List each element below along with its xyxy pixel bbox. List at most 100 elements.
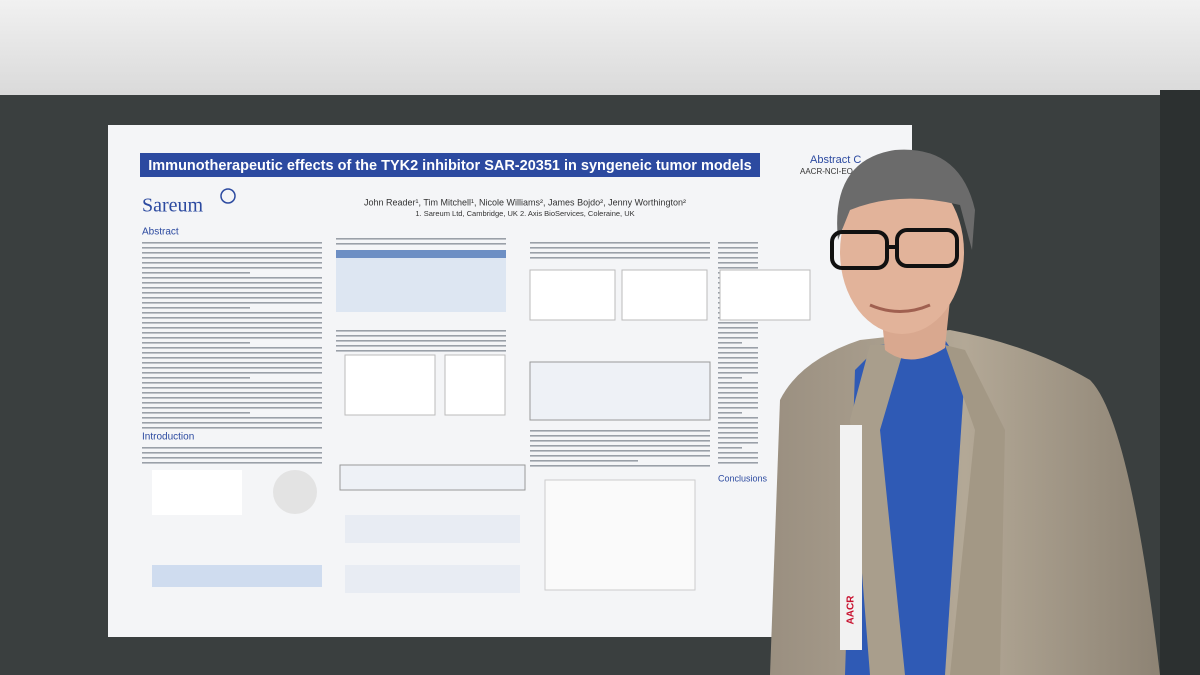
text-line bbox=[142, 322, 322, 324]
text-line bbox=[718, 412, 742, 414]
text-line bbox=[142, 312, 322, 314]
text-line bbox=[718, 257, 758, 259]
logo: Sareum bbox=[142, 195, 204, 217]
table-header bbox=[336, 250, 506, 258]
text-line bbox=[142, 452, 322, 454]
table bbox=[339, 464, 526, 491]
text-line bbox=[142, 242, 322, 244]
glasses bbox=[830, 230, 889, 270]
text-line bbox=[530, 450, 710, 452]
text-line bbox=[718, 252, 758, 254]
text-line bbox=[718, 407, 758, 409]
text-line bbox=[142, 297, 322, 299]
figures bbox=[152, 250, 811, 593]
text-line bbox=[718, 247, 758, 249]
text-line bbox=[142, 367, 322, 369]
affiliations: 1. Sareum Ltd, Cambridge, UK 2. Axis Bio… bbox=[415, 209, 634, 218]
wall bbox=[0, 0, 1200, 98]
text-line bbox=[530, 252, 710, 254]
text-line bbox=[142, 262, 322, 264]
text-line bbox=[718, 442, 758, 444]
figure bbox=[273, 470, 317, 514]
lanyard bbox=[840, 425, 862, 650]
text-line bbox=[336, 345, 506, 347]
corner-subtitle: AACR-NCI-EO bbox=[800, 167, 853, 176]
text-line bbox=[718, 322, 758, 324]
text-line bbox=[718, 262, 758, 264]
bar-charts bbox=[345, 565, 520, 593]
structure bbox=[152, 470, 242, 515]
text-line bbox=[718, 337, 758, 339]
text-line bbox=[718, 427, 758, 429]
text-line bbox=[718, 417, 758, 419]
text-line bbox=[718, 422, 758, 424]
text-line bbox=[336, 335, 506, 337]
text-line bbox=[336, 350, 506, 352]
text-line bbox=[718, 382, 758, 384]
text-line bbox=[142, 327, 322, 329]
text-line bbox=[718, 372, 758, 374]
text-line bbox=[142, 287, 322, 289]
plot bbox=[719, 269, 811, 321]
text-line bbox=[142, 382, 322, 384]
text-line bbox=[142, 347, 322, 349]
text-line bbox=[142, 247, 322, 249]
text-line bbox=[530, 440, 710, 442]
lanyard-text: AACR bbox=[846, 595, 857, 625]
text-line bbox=[718, 457, 758, 459]
text-line bbox=[718, 387, 758, 389]
bar-charts bbox=[345, 515, 520, 543]
plot bbox=[444, 354, 506, 416]
text-line bbox=[336, 330, 506, 332]
text-line bbox=[718, 447, 742, 449]
poster-title: Immunotherapeutic effects of the TYK2 in… bbox=[148, 158, 751, 174]
text-line bbox=[718, 437, 758, 439]
text-line bbox=[530, 435, 710, 437]
section-heading: Abstract bbox=[142, 227, 179, 238]
hair bbox=[837, 149, 975, 250]
text-line bbox=[530, 247, 710, 249]
text-line bbox=[142, 337, 322, 339]
text-line bbox=[336, 340, 506, 342]
text-line bbox=[142, 332, 322, 334]
text-line bbox=[718, 367, 758, 369]
body-text bbox=[142, 238, 758, 467]
text-line bbox=[142, 402, 322, 404]
person: AACR bbox=[770, 149, 1160, 675]
section-heading: Introduction bbox=[142, 432, 194, 443]
text-line bbox=[142, 302, 322, 304]
text-line bbox=[336, 238, 506, 240]
text-line bbox=[142, 427, 322, 429]
text-line bbox=[142, 257, 322, 259]
text-line bbox=[718, 397, 758, 399]
text-line bbox=[718, 362, 758, 364]
text-line bbox=[718, 352, 758, 354]
text-line bbox=[142, 282, 322, 284]
text-line bbox=[530, 430, 710, 432]
text-line bbox=[718, 377, 742, 379]
authors: John Reader¹, Tim Mitchell¹, Nicole Will… bbox=[364, 197, 686, 207]
text-line bbox=[530, 465, 710, 467]
text-line bbox=[142, 392, 322, 394]
lapel bbox=[945, 345, 1005, 675]
text-line bbox=[718, 462, 758, 464]
text-line bbox=[142, 387, 322, 389]
text-line bbox=[530, 242, 710, 244]
face bbox=[840, 170, 964, 334]
text-line bbox=[336, 243, 506, 245]
text-line bbox=[142, 317, 322, 319]
text-line bbox=[142, 292, 322, 294]
text-line bbox=[718, 242, 758, 244]
text-line bbox=[142, 462, 322, 464]
text-line bbox=[530, 257, 710, 259]
text-line bbox=[142, 357, 322, 359]
plot bbox=[344, 354, 436, 416]
poster: Immunotherapeutic effects of the TYK2 in… bbox=[108, 125, 912, 637]
text-line bbox=[530, 460, 638, 462]
text-line bbox=[142, 352, 322, 354]
text-line bbox=[142, 422, 322, 424]
board-edge bbox=[1160, 90, 1200, 675]
text-line bbox=[718, 452, 758, 454]
text-line bbox=[142, 457, 322, 459]
